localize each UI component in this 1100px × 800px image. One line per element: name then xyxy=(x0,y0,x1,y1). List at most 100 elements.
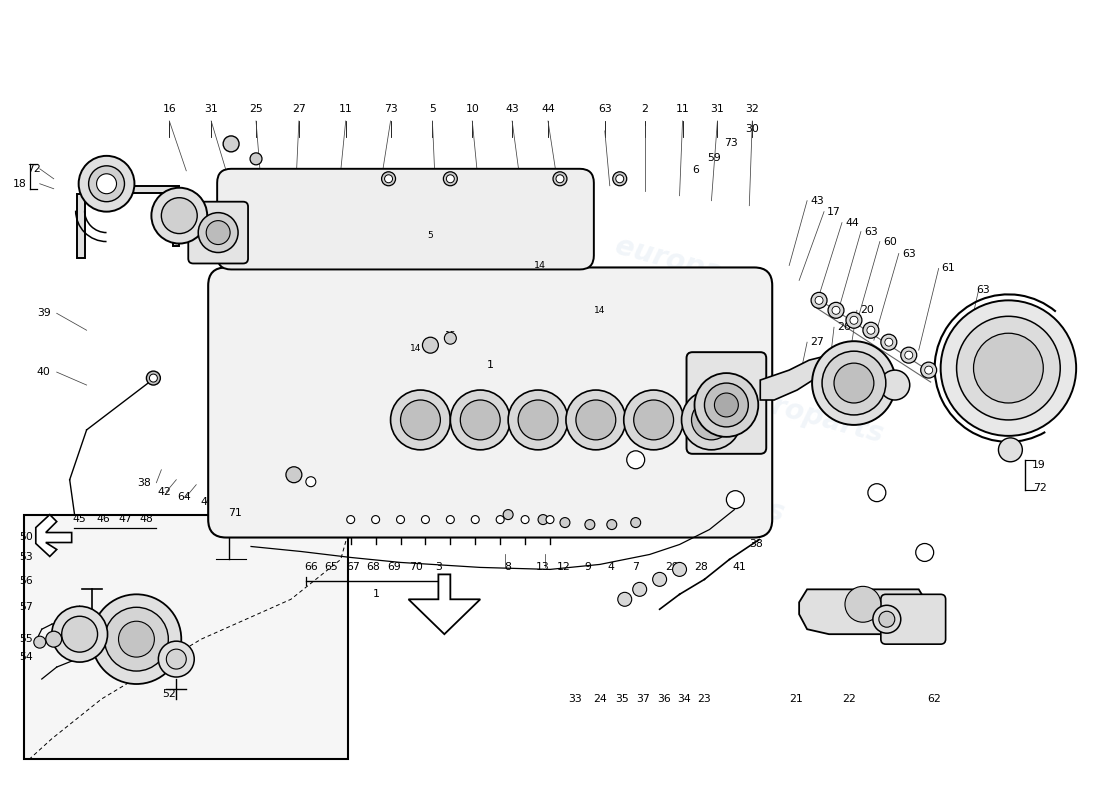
Circle shape xyxy=(385,174,393,182)
Text: 14: 14 xyxy=(410,344,421,353)
Circle shape xyxy=(726,490,745,509)
Text: 49: 49 xyxy=(153,667,166,677)
Circle shape xyxy=(450,390,510,450)
Text: 3: 3 xyxy=(434,562,442,573)
FancyBboxPatch shape xyxy=(881,594,946,644)
Circle shape xyxy=(146,371,161,385)
Circle shape xyxy=(576,400,616,440)
Text: 23: 23 xyxy=(697,694,712,704)
Text: 56: 56 xyxy=(110,650,123,660)
Circle shape xyxy=(618,592,631,606)
Circle shape xyxy=(46,631,62,647)
Circle shape xyxy=(521,515,529,523)
Text: 63: 63 xyxy=(977,286,990,295)
Polygon shape xyxy=(760,355,854,400)
Circle shape xyxy=(957,316,1060,420)
Bar xyxy=(24,514,348,758)
Text: B: B xyxy=(922,548,928,557)
Text: 38: 38 xyxy=(749,539,763,550)
Text: 52: 52 xyxy=(163,689,176,699)
Circle shape xyxy=(538,514,548,525)
Circle shape xyxy=(921,362,937,378)
Circle shape xyxy=(652,572,667,586)
Text: 25: 25 xyxy=(249,104,263,114)
Text: 26: 26 xyxy=(837,322,851,332)
Text: 29: 29 xyxy=(664,562,679,573)
Circle shape xyxy=(503,510,513,519)
Text: 58: 58 xyxy=(153,650,166,660)
Text: 1: 1 xyxy=(373,590,380,599)
Circle shape xyxy=(250,153,262,165)
Circle shape xyxy=(884,338,893,346)
Text: 55: 55 xyxy=(19,634,33,644)
Text: 64: 64 xyxy=(177,492,191,502)
Circle shape xyxy=(104,607,168,671)
Circle shape xyxy=(613,172,627,186)
Circle shape xyxy=(828,302,844,318)
Text: 30: 30 xyxy=(746,124,759,134)
Text: 43: 43 xyxy=(811,196,824,206)
Text: 61: 61 xyxy=(942,263,956,274)
Text: 4: 4 xyxy=(201,497,208,506)
Text: B: B xyxy=(873,488,880,497)
Circle shape xyxy=(372,515,379,523)
Polygon shape xyxy=(77,186,179,258)
Text: 44: 44 xyxy=(541,104,554,114)
Text: 16: 16 xyxy=(163,104,176,114)
Circle shape xyxy=(822,351,886,415)
Circle shape xyxy=(518,400,558,440)
Circle shape xyxy=(390,390,450,450)
Circle shape xyxy=(672,562,686,576)
Circle shape xyxy=(585,519,595,530)
Text: 55: 55 xyxy=(133,650,146,660)
Circle shape xyxy=(471,515,480,523)
Circle shape xyxy=(905,351,913,359)
Circle shape xyxy=(834,363,873,403)
Text: europarts: europarts xyxy=(631,462,788,528)
Text: 68: 68 xyxy=(366,562,381,573)
Circle shape xyxy=(460,400,500,440)
Circle shape xyxy=(867,326,875,334)
Text: 1: 1 xyxy=(486,360,494,370)
Text: 43: 43 xyxy=(505,104,519,114)
Text: 62: 62 xyxy=(927,694,940,704)
Circle shape xyxy=(496,515,504,523)
Text: 60: 60 xyxy=(883,237,896,246)
Text: 63: 63 xyxy=(864,226,878,237)
Text: 47: 47 xyxy=(119,514,132,523)
Text: 63: 63 xyxy=(902,249,915,258)
Circle shape xyxy=(422,338,439,353)
Circle shape xyxy=(447,174,454,182)
Text: europarts: europarts xyxy=(732,382,887,448)
Circle shape xyxy=(286,466,301,482)
Circle shape xyxy=(624,390,683,450)
Circle shape xyxy=(198,213,238,253)
Circle shape xyxy=(630,518,640,527)
Text: 72: 72 xyxy=(1033,482,1047,493)
Text: 32: 32 xyxy=(746,104,759,114)
Text: 10: 10 xyxy=(465,104,480,114)
Circle shape xyxy=(868,484,886,502)
Text: 28: 28 xyxy=(694,562,708,573)
Text: europarts: europarts xyxy=(612,232,767,299)
Circle shape xyxy=(634,400,673,440)
Text: 42: 42 xyxy=(157,486,172,497)
Text: 5: 5 xyxy=(428,231,433,240)
Circle shape xyxy=(694,373,758,437)
FancyBboxPatch shape xyxy=(217,169,594,270)
Circle shape xyxy=(940,300,1076,436)
Circle shape xyxy=(560,518,570,527)
Circle shape xyxy=(846,312,862,328)
Text: 65: 65 xyxy=(323,562,338,573)
Text: 59: 59 xyxy=(707,153,722,163)
FancyBboxPatch shape xyxy=(686,352,767,454)
Text: 11: 11 xyxy=(675,104,690,114)
Circle shape xyxy=(546,515,554,523)
Text: 31: 31 xyxy=(711,104,724,114)
Text: 41: 41 xyxy=(733,562,746,573)
Text: 71: 71 xyxy=(228,508,242,518)
Text: 35: 35 xyxy=(615,694,628,704)
Text: 6: 6 xyxy=(692,165,698,175)
Circle shape xyxy=(152,188,207,243)
Circle shape xyxy=(901,347,916,363)
